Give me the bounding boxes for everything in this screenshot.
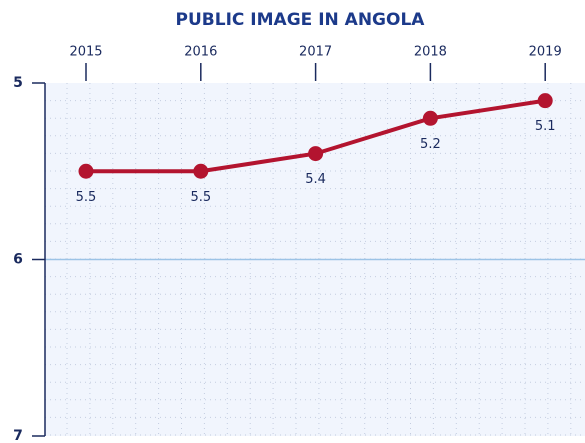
x-tick-label: 2018: [414, 45, 447, 60]
point: [308, 146, 324, 162]
data-label: 5.5: [190, 190, 211, 205]
data-label: 5.4: [305, 172, 326, 187]
point: [193, 163, 209, 179]
x-tick-label: 2016: [184, 45, 217, 60]
x-tick-label: 2017: [299, 45, 332, 60]
point: [537, 93, 553, 109]
y-tick-label: 6: [13, 252, 23, 268]
data-label: 5.5: [76, 190, 97, 205]
data-label: 5.1: [535, 119, 556, 134]
y-tick-label: 7: [13, 428, 23, 443]
point: [422, 110, 438, 126]
x-tick-label: 2015: [69, 45, 102, 60]
x-tick-label: 2019: [529, 45, 562, 60]
y-tick-label: 5: [13, 75, 23, 91]
point: [78, 163, 94, 179]
chart-title: PUBLIC IMAGE IN ANGOLA: [176, 10, 426, 30]
data-label: 5.2: [420, 137, 441, 152]
